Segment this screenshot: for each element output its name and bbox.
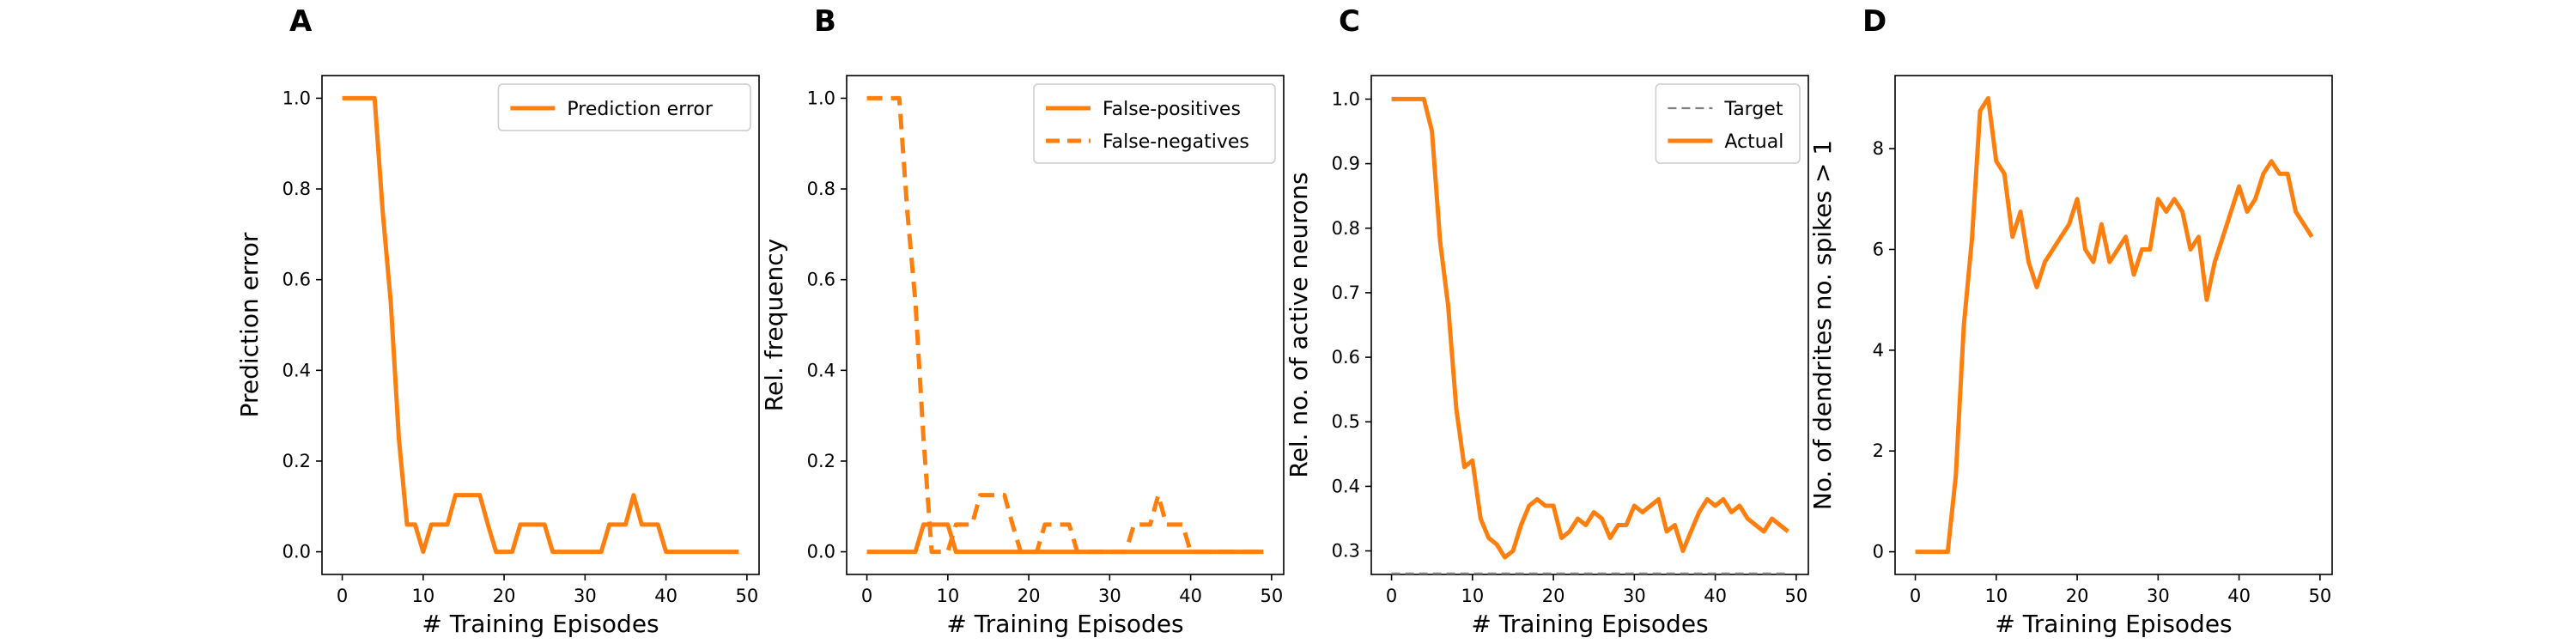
panel-c-xlabel: # Training Episodes <box>1471 610 1708 638</box>
panel-c-xtick-label: 30 <box>1623 586 1646 606</box>
panel-a-line-prediction-error <box>342 95 739 555</box>
panel-d-ytick-label: 0 <box>1873 542 1884 562</box>
panel-a-legend-box <box>497 83 751 131</box>
panel-b-legend: False-positives False-negatives <box>1033 83 1276 164</box>
panel-b-xtick-label: 40 <box>1179 586 1202 606</box>
panel-a-xtick-label: 30 <box>574 586 597 606</box>
panel-c-ytick-label: 0.4 <box>1332 476 1360 496</box>
panel-d-xtick-label: 40 <box>2227 586 2251 606</box>
panel-c-xtick-label: 10 <box>1461 586 1484 606</box>
panel-d-xlabel: # Training Episodes <box>1995 610 2232 638</box>
panel-c-xtick-label: 40 <box>1704 586 1727 606</box>
panel-d-axes-frame <box>1894 75 2333 575</box>
panel-a-xtick-label: 10 <box>411 586 434 606</box>
panel-a-xtick-label: 40 <box>654 586 677 606</box>
panel-a-xtick-label: 20 <box>493 586 516 606</box>
panel-a-ytick-label: 1.0 <box>283 88 311 108</box>
panel-b-xtick-label: 30 <box>1098 586 1121 606</box>
panel-b-ylabel: Rel. frequency <box>760 239 788 411</box>
panel-c-xtick-label: 20 <box>1542 586 1565 606</box>
panel-b-ytick-label: 0.4 <box>807 360 835 380</box>
panel-c-ytick-label: 1.0 <box>1332 88 1360 109</box>
panel-d-letter: D <box>1862 4 1886 39</box>
panel-d-xtick-label: 10 <box>1984 586 2008 606</box>
panel-c-legend: Target Actual <box>1655 83 1801 164</box>
panel-c-letter: C <box>1339 4 1360 39</box>
panel-d-ytick-label: 6 <box>1873 239 1884 259</box>
panel-b-legend-label: False-positives <box>1103 99 1241 120</box>
panel-c-legend-box <box>1655 83 1801 164</box>
panel-a-legend: Prediction error <box>497 83 751 131</box>
panel-b: B 0 10 20 30 40 50 0.0 0.2 0.4 0.6 0.8 1.0 # Training… <box>760 4 1285 638</box>
panel-b-xlabel: # Training Episodes <box>946 610 1183 638</box>
panel-c-ytick-label: 0.5 <box>1332 411 1360 432</box>
panel-c-line-actual <box>1391 96 1789 560</box>
panel-c-legend-label: Target <box>1723 99 1783 120</box>
panel-a-ytick-label: 0.4 <box>283 360 311 380</box>
panel-b-xtick-label: 0 <box>861 586 872 606</box>
panel-a-ytick-label: 0.0 <box>283 542 311 562</box>
panel-d-xtick-label: 50 <box>2308 586 2331 606</box>
panel-b-axes-frame <box>846 75 1285 575</box>
panel-b-line-false-positives <box>866 522 1264 555</box>
panel-a: A 0 10 20 30 40 50 0.0 0.2 0.4 0.6 0.8 1.0 # Training… <box>235 4 760 638</box>
panel-b-legend-box <box>1033 83 1276 164</box>
panel-a-ytick-label: 0.8 <box>283 179 311 199</box>
panel-a-letter: A <box>289 4 313 39</box>
panel-c-ytick-label: 0.9 <box>1332 154 1360 174</box>
panel-c-ytick-label: 0.7 <box>1332 283 1360 303</box>
panel-a-ytick-label: 0.6 <box>283 270 311 290</box>
panel-d-ytick-label: 2 <box>1873 440 1884 461</box>
panel-b-ytick-label: 0.6 <box>807 270 835 290</box>
panel-b-ytick-label: 1.0 <box>807 88 835 108</box>
panel-a-xtick-label: 50 <box>735 586 758 606</box>
panel-c-legend-label: Actual <box>1724 131 1783 153</box>
panel-b-legend-label: False-negatives <box>1103 131 1249 153</box>
panel-c-ytick-label: 0.6 <box>1332 347 1360 368</box>
panel-c: C 0 10 20 30 40 50 0.3 0.4 0.5 0.6 0.7 0.8 0.9 1.0 # Tr… <box>1285 4 1809 638</box>
panel-d-xtick-label: 20 <box>2066 586 2089 606</box>
panel-d-xtick-label: 30 <box>2147 586 2170 606</box>
panel-b-xtick-label: 10 <box>936 586 959 606</box>
panel-c-ytick-label: 0.8 <box>1332 218 1360 239</box>
panel-a-xlabel: # Training Episodes <box>422 610 659 638</box>
panel-b-line-false-negatives <box>866 95 1264 555</box>
panel-d-xtick-label: 0 <box>1910 586 1921 606</box>
panel-c-ytick-label: 0.3 <box>1332 541 1360 562</box>
panel-d-line-series-0 <box>1915 95 2314 555</box>
panel-b-letter: B <box>814 4 836 39</box>
panel-d-ylabel: No. of dendrites no. spikes > 1 <box>1808 140 1837 510</box>
panel-d-ytick-label: 4 <box>1873 340 1884 361</box>
panel-a-ytick-label: 0.2 <box>283 451 311 471</box>
panel-d-ytick-label: 8 <box>1873 138 1884 159</box>
panel-c-xtick-label: 50 <box>1784 586 1807 606</box>
panel-a-legend-label: Prediction error <box>567 99 713 120</box>
panel-b-ytick-label: 0.8 <box>807 179 835 199</box>
panel-a-xtick-label: 0 <box>337 586 348 606</box>
panel-c-xtick-label: 0 <box>1386 586 1397 606</box>
panel-b-ytick-label: 0.0 <box>807 542 835 562</box>
panel-b-xtick-label: 20 <box>1018 586 1041 606</box>
panel-a-axes-frame <box>321 75 760 575</box>
panel-b-ytick-label: 0.2 <box>807 451 835 471</box>
panel-b-xtick-label: 50 <box>1260 586 1283 606</box>
panel-c-ylabel: Rel. no. of active neurons <box>1285 172 1313 477</box>
panel-a-ylabel: Prediction error <box>235 232 264 417</box>
panel-d: D 0 10 20 30 40 50 0 2 4 6 8 # Training Episodes No. … <box>1808 4 2333 638</box>
